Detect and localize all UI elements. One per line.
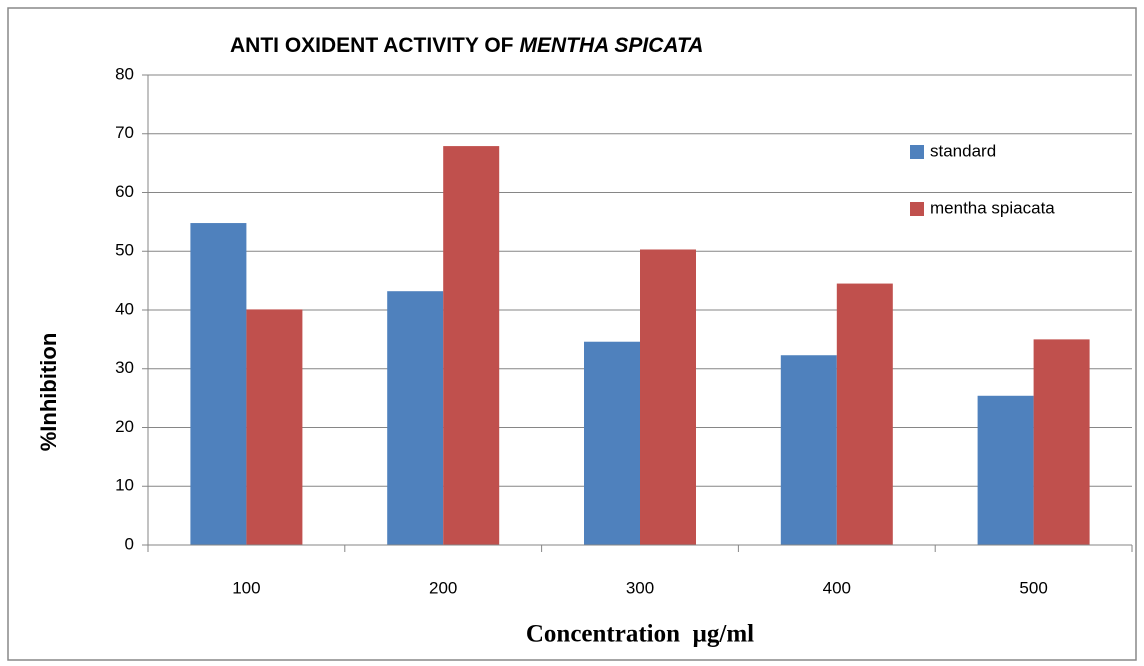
y-tick-label: 60 (115, 182, 134, 201)
bar (640, 249, 696, 546)
bar (1033, 339, 1090, 545)
x-tick-label: 400 (823, 578, 851, 597)
legend-swatch (910, 145, 924, 159)
bar (977, 395, 1034, 545)
x-tick-label: 500 (1019, 578, 1047, 597)
bar (246, 309, 303, 545)
bar (584, 341, 640, 545)
y-tick-label: 50 (115, 241, 134, 260)
chart-title: ANTI OXIDENT ACTIVITY OF MENTHA SPICATA (230, 34, 703, 57)
title-main: ANTI OXIDENT ACTIVITY OF (230, 34, 514, 57)
chart-border (7, 7, 1137, 661)
x-tick-label: 100 (232, 578, 260, 597)
title-italic: MENTHA SPICATA (520, 34, 704, 57)
bar (387, 291, 444, 545)
y-tick-label: 0 (125, 534, 134, 553)
y-tick-label: 10 (115, 476, 134, 495)
bar (836, 283, 893, 545)
y-tick-label: 30 (115, 358, 134, 377)
y-tick-label: 20 (115, 417, 134, 436)
y-tick-label: 80 (115, 64, 134, 83)
bar (443, 146, 500, 545)
y-tick-label: 40 (115, 299, 134, 318)
legend-label: standard (930, 141, 996, 160)
bar (190, 223, 247, 546)
x-axis-label: Concentration µg/ml (526, 621, 754, 648)
legend-swatch (910, 202, 924, 216)
legend-label: mentha spiacata (930, 198, 1055, 217)
x-tick-label: 200 (429, 578, 457, 597)
y-tick-label: 70 (115, 123, 134, 142)
x-tick-label: 300 (626, 578, 654, 597)
y-axis-label: %Inhibition (36, 333, 61, 452)
bar (780, 355, 837, 545)
